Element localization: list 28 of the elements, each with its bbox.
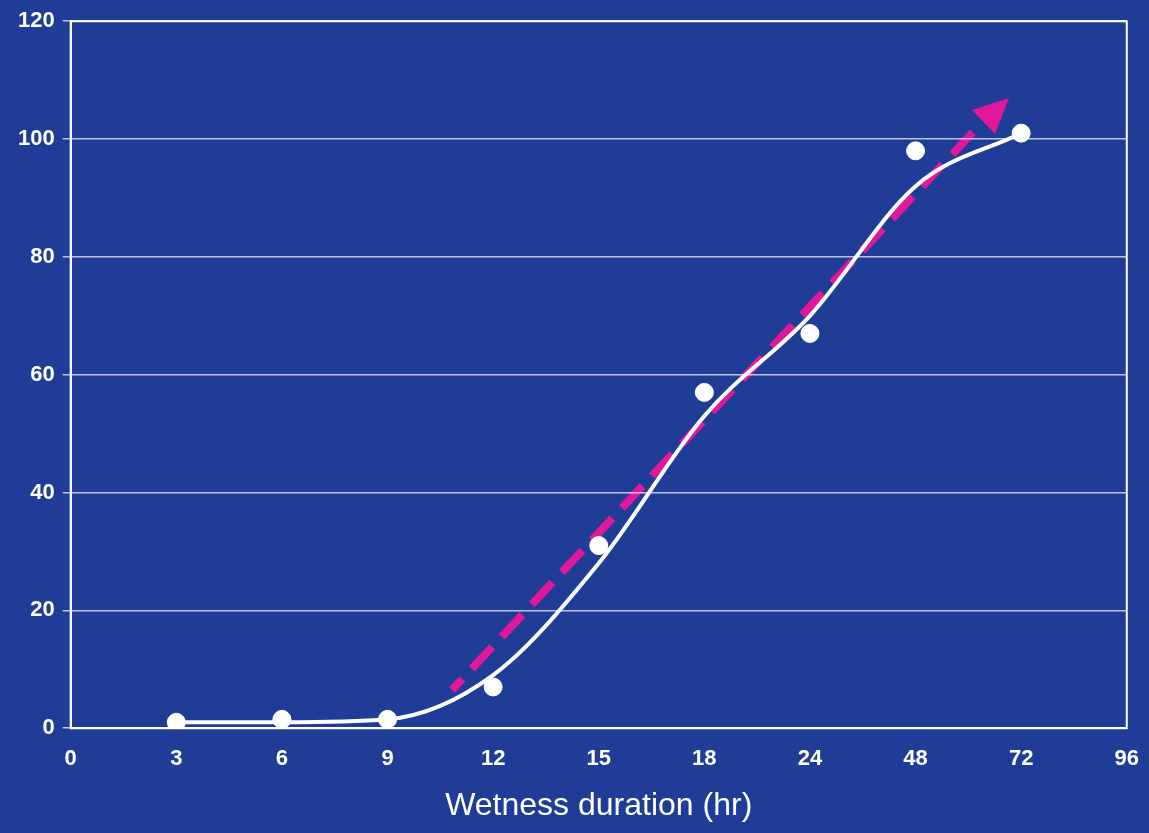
y-tick-label: 100 — [17, 125, 55, 151]
y-tick-label: 40 — [30, 478, 55, 504]
y-tick-label: 60 — [30, 360, 55, 386]
x-tick-label: 48 — [903, 745, 928, 771]
x-tick-label: 6 — [275, 745, 289, 771]
point — [1011, 123, 1031, 143]
x-tick-label: 72 — [1008, 745, 1034, 771]
point — [800, 323, 820, 343]
x-tick-label: 3 — [170, 745, 183, 771]
y-tick-label: 20 — [30, 596, 55, 622]
y-tick-label: 120 — [17, 7, 55, 33]
x-tick-label: 9 — [381, 745, 394, 771]
x-tick-label: 18 — [692, 745, 717, 771]
point — [483, 677, 503, 697]
point — [906, 141, 926, 161]
point — [589, 536, 609, 556]
x-tick-label: 12 — [480, 745, 506, 771]
point — [272, 709, 292, 729]
x-axis-title: Wetness duration (hr) — [445, 785, 753, 822]
point — [694, 382, 714, 402]
x-tick-label: 15 — [586, 745, 611, 771]
point — [378, 709, 398, 729]
y-tick-label: 0 — [42, 714, 55, 740]
point — [166, 712, 186, 729]
x-tick-label: 96 — [1114, 745, 1140, 771]
x-tick-label: 24 — [797, 745, 823, 771]
y-tick-label: 80 — [30, 242, 55, 268]
x-tick-label: 0 — [64, 745, 77, 771]
